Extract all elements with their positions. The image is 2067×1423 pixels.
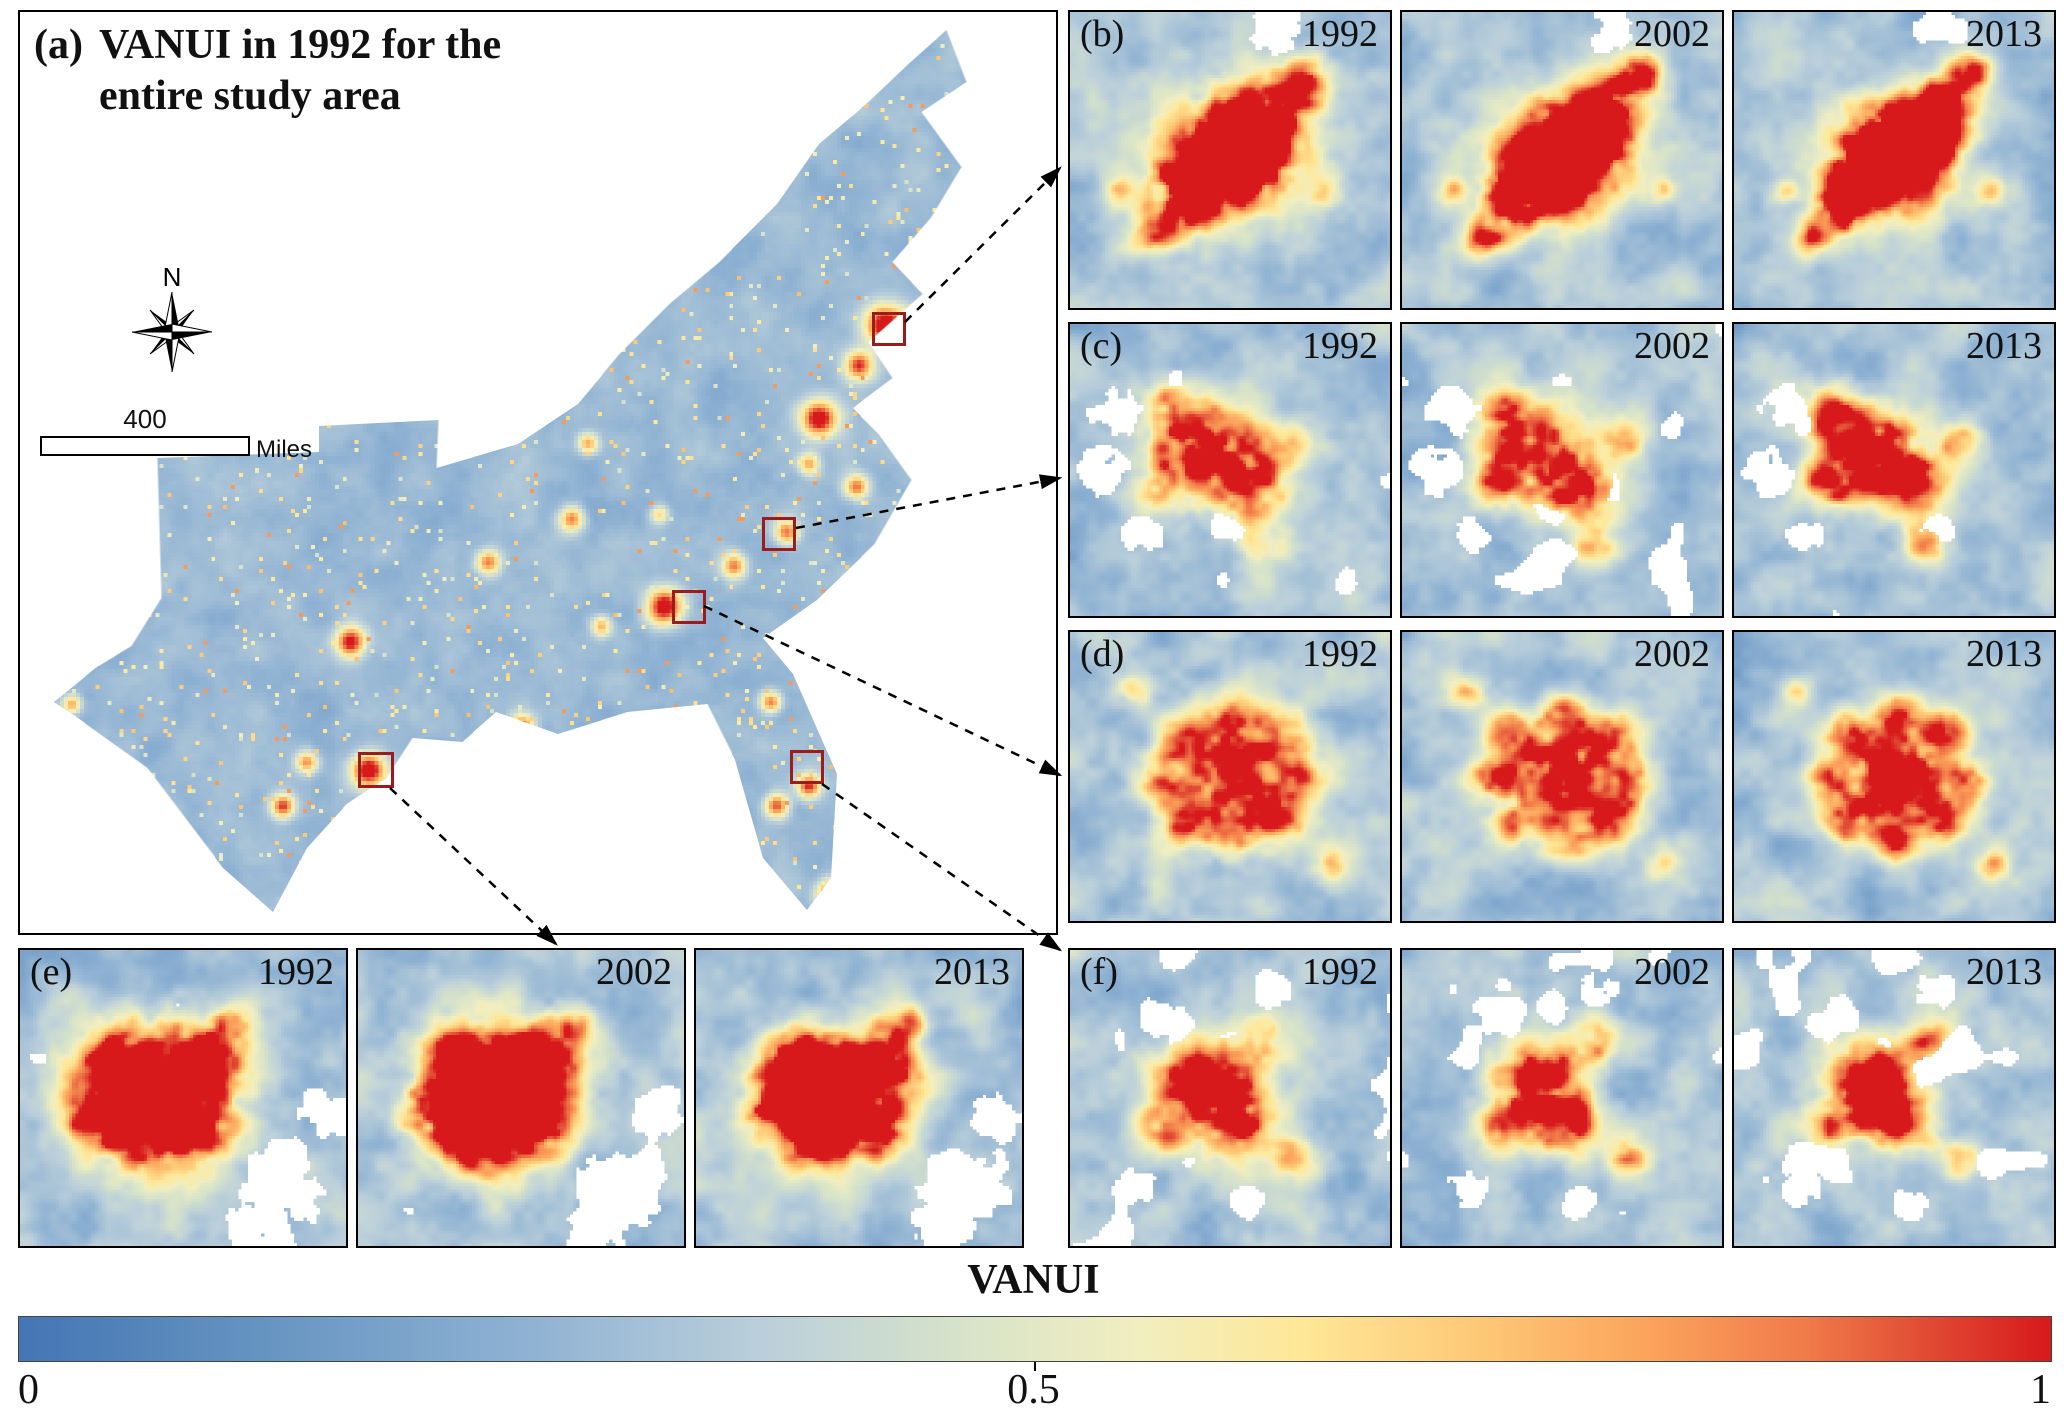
year-label: 2013 — [1966, 951, 2042, 993]
colorbar-tick-0: 0 — [18, 1367, 39, 1413]
panel-b-row: (b) 1992 2002 2013 — [1068, 10, 2056, 310]
svg-text:N: N — [163, 262, 182, 292]
panel-a-title-text: VANUI in 1992 for the entire study area — [98, 22, 502, 120]
colorbar-mid-tick — [1034, 1362, 1036, 1371]
panel-d-row: (d) 1992 2002 2013 — [1068, 630, 2056, 923]
year-label: 2013 — [1966, 633, 2042, 675]
sample-box — [790, 750, 824, 784]
tile-b-2002: 2002 — [1400, 10, 1724, 310]
heatmap-canvas — [358, 950, 684, 1246]
year-label: 2013 — [934, 951, 1010, 993]
year-label: 2002 — [1634, 633, 1710, 675]
year-label: 1992 — [258, 951, 334, 993]
heatmap-canvas — [1070, 324, 1390, 616]
scale-unit: Miles — [256, 436, 313, 463]
year-label: 2013 — [1966, 325, 2042, 367]
panel-f-row: (f) 1992 2002 2013 — [1068, 948, 2056, 1248]
panel-b-label: (b) — [1080, 13, 1125, 55]
tile-d-2002: 2002 — [1400, 630, 1724, 923]
sample-box — [672, 590, 706, 624]
heatmap-canvas — [1402, 950, 1722, 1246]
colorbar-tick-0-5: 0.5 — [1007, 1367, 1060, 1413]
panel-a-study-area: (a) VANUI in 1992 for the entire study a… — [18, 10, 1058, 935]
year-label: 1992 — [1302, 951, 1378, 993]
colorbar-tick-1: 1 — [2030, 1367, 2051, 1413]
tile-f-2013: 2013 — [1732, 948, 2056, 1248]
year-label: 1992 — [1302, 325, 1378, 367]
heatmap-canvas — [1734, 324, 2054, 616]
heatmap-canvas — [1070, 950, 1390, 1246]
heatmap-canvas — [1734, 632, 2054, 921]
heatmap-canvas — [1402, 324, 1722, 616]
tile-e-2002: 2002 — [356, 948, 686, 1248]
scale-bar: 400 Miles — [40, 404, 340, 463]
year-label: 2002 — [1634, 951, 1710, 993]
heatmap-canvas — [1070, 632, 1390, 921]
year-label: 2002 — [596, 951, 672, 993]
tile-b-1992: (b) 1992 — [1068, 10, 1392, 310]
tile-c-2013: 2013 — [1732, 322, 2056, 618]
panel-a-title: (a) VANUI in 1992 for the entire study a… — [34, 20, 501, 122]
scale-value: 400 — [123, 404, 167, 434]
tile-c-1992: (c) 1992 — [1068, 322, 1392, 618]
year-label: 1992 — [1302, 633, 1378, 675]
sample-box — [358, 752, 394, 788]
colorbar-title: VANUI — [967, 1257, 1100, 1303]
tile-e-2013: 2013 — [694, 948, 1024, 1248]
year-label: 2013 — [1966, 13, 2042, 55]
study-area-map-canvas — [20, 12, 1056, 933]
tile-c-2002: 2002 — [1400, 322, 1724, 618]
heatmap-canvas — [1402, 12, 1722, 308]
tile-f-1992: (f) 1992 — [1068, 948, 1392, 1248]
year-label: 2002 — [1634, 13, 1710, 55]
tile-f-2002: 2002 — [1400, 948, 1724, 1248]
panel-e-label: (e) — [30, 951, 73, 993]
heatmap-canvas — [20, 950, 346, 1246]
panel-e-row: (e) 1992 2002 2013 — [18, 948, 1024, 1248]
north-arrow-icon: N — [131, 262, 213, 373]
year-label: 2002 — [1634, 325, 1710, 367]
heatmap-canvas — [1734, 12, 2054, 308]
sample-box — [762, 517, 796, 551]
tile-e-1992: (e) 1992 — [18, 948, 348, 1248]
panel-a-label: (a) — [34, 22, 83, 68]
heatmap-canvas — [696, 950, 1022, 1246]
heatmap-canvas — [1734, 950, 2054, 1246]
heatmap-canvas — [1402, 632, 1722, 921]
tile-b-2013: 2013 — [1732, 10, 2056, 310]
sample-box — [872, 312, 906, 346]
colorbar-gradient — [18, 1316, 2052, 1362]
tile-d-2013: 2013 — [1732, 630, 2056, 923]
scale-bar-rect — [40, 436, 250, 456]
panel-c-row: (c) 1992 2002 2013 — [1068, 322, 2056, 618]
panel-c-label: (c) — [1080, 325, 1123, 367]
heatmap-canvas — [1070, 12, 1390, 308]
year-label: 1992 — [1302, 13, 1378, 55]
panel-f-label: (f) — [1080, 951, 1118, 993]
panel-d-label: (d) — [1080, 633, 1125, 675]
tile-d-1992: (d) 1992 — [1068, 630, 1392, 923]
